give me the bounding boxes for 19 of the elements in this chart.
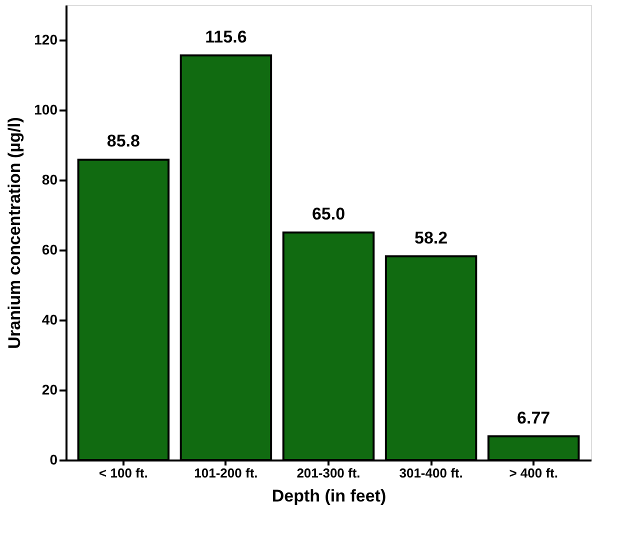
y-tick-label: 120	[34, 32, 58, 48]
y-tick-label: 20	[42, 382, 58, 398]
data-label: 6.77	[517, 408, 550, 428]
x-tick-label: < 100 ft.	[99, 466, 148, 480]
data-label: 58.2	[414, 228, 448, 248]
x-tick-label: 301-400 ft.	[399, 466, 463, 480]
y-axis-title: Uranium concentration (µg/l)	[5, 117, 24, 349]
x-axis-title: Depth (in feet)	[272, 486, 386, 506]
y-tick-label: 80	[42, 172, 58, 188]
x-tick-label: 101-200 ft.	[194, 466, 258, 480]
x-tick-label: 201-300 ft.	[296, 466, 360, 480]
y-tick-label: 0	[50, 452, 58, 468]
data-label: 85.8	[106, 132, 140, 151]
x-tick-label: > 400 ft.	[509, 466, 558, 480]
data-label: 65.0	[312, 204, 346, 224]
y-tick-label: 60	[42, 242, 58, 258]
y-tick-label: 100	[34, 102, 58, 118]
y-tick-label: 40	[42, 312, 58, 328]
data-label: 115.6	[205, 27, 247, 46]
